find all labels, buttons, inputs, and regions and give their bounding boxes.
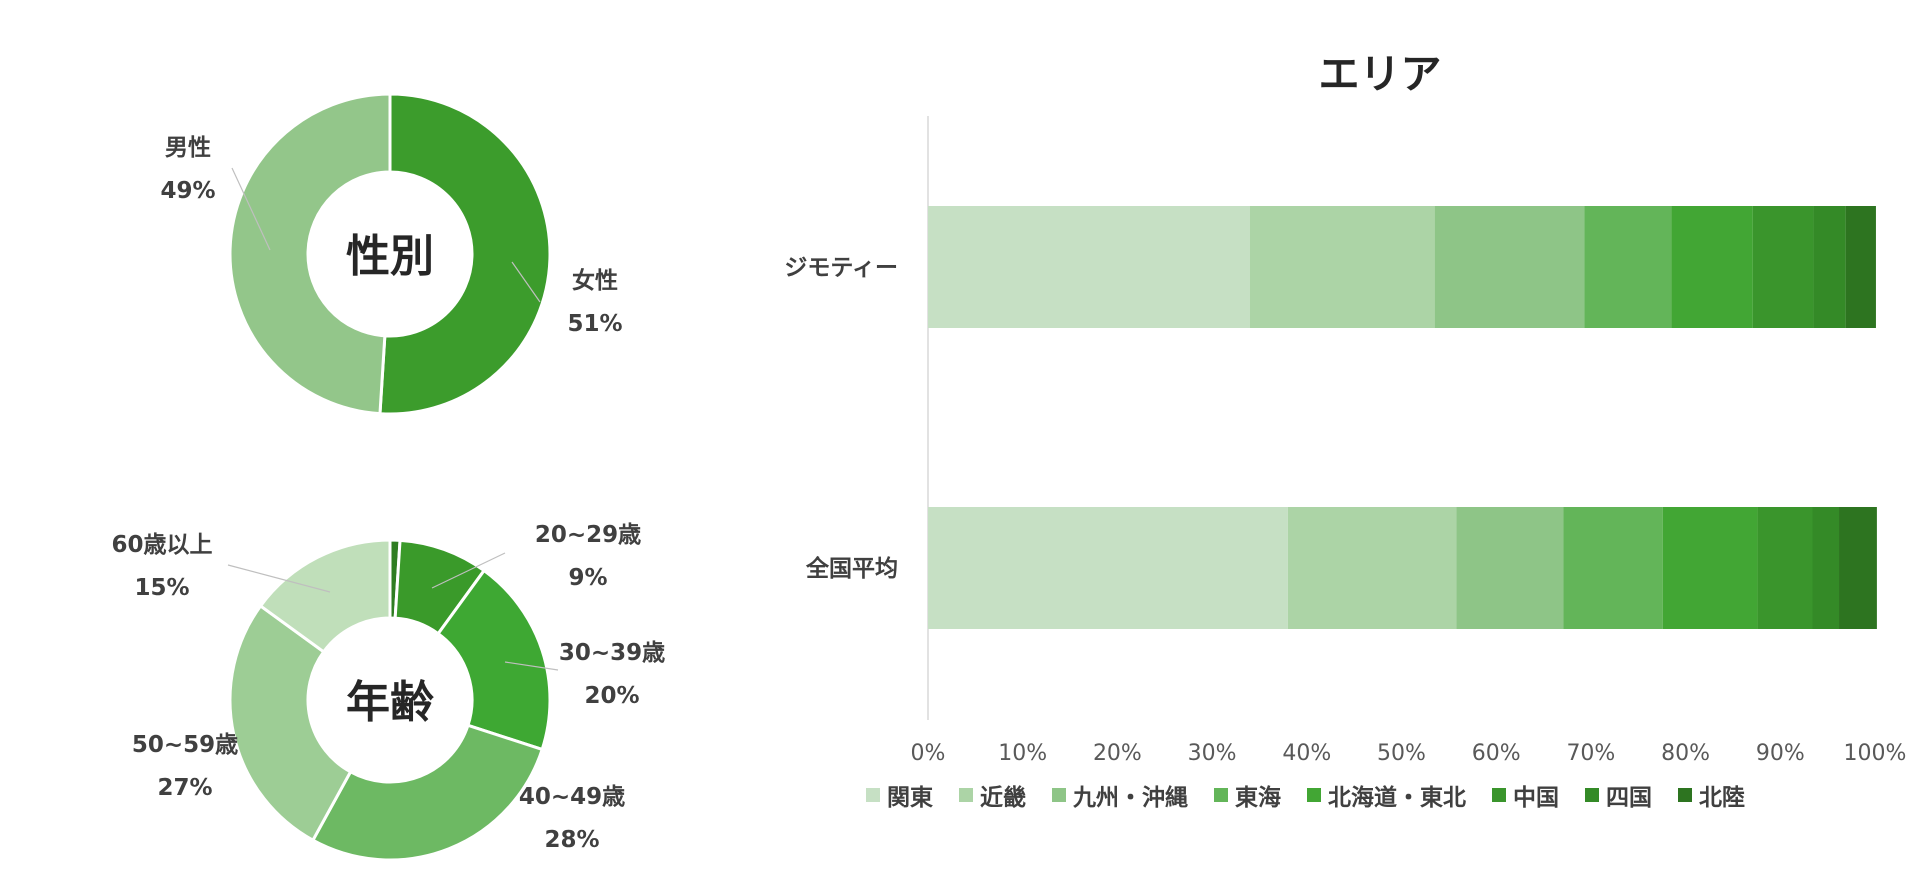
donut2-slice-3	[310, 723, 545, 862]
legend-label: 四国	[1606, 785, 1652, 811]
donut2-label-1: 20~29歳	[535, 522, 641, 548]
bar-0-segment-7	[1845, 206, 1876, 328]
x-tick-label-7: 70%	[1566, 741, 1615, 766]
legend-item: 中国	[1492, 778, 1559, 812]
bar-1-segment-0	[928, 507, 1288, 629]
legend-label: 九州・沖縄	[1073, 785, 1188, 811]
legend-item: 北海道・東北	[1307, 778, 1466, 812]
bar-0-segment-4	[1671, 206, 1753, 328]
bar-1-segment-4	[1662, 507, 1758, 629]
legend-swatch	[1585, 788, 1599, 802]
x-tick-label-9: 90%	[1756, 741, 1805, 766]
legend-label: 関東	[887, 785, 933, 811]
donut1-label-1: 男性	[165, 135, 211, 161]
legend-item: 東海	[1214, 778, 1281, 812]
legend-swatch	[1678, 788, 1692, 802]
donut1-slice-1	[228, 92, 392, 416]
legend-label: 北陸	[1699, 785, 1745, 811]
donut2-slice-2	[436, 568, 552, 752]
bar-1-segment-7	[1839, 507, 1877, 629]
bar-0-segment-0	[928, 206, 1250, 328]
donut2-slice-5	[258, 538, 392, 654]
legend-label: 北海道・東北	[1328, 785, 1466, 811]
legend-item: 北陸	[1678, 778, 1745, 812]
donut2-label-3: 40~49歳	[519, 784, 625, 810]
bar-1-segment-3	[1563, 507, 1663, 629]
x-tick-label-6: 60%	[1472, 741, 1521, 766]
x-tick-label-0: 0%	[911, 741, 946, 766]
legend-item: 四国	[1585, 778, 1652, 812]
donut1-leader-0	[511, 261, 541, 303]
donut2-leader-2	[504, 661, 559, 671]
x-tick-label-10: 100%	[1844, 741, 1907, 766]
bar-0-segment-1	[1249, 206, 1435, 328]
legend-label: 東海	[1235, 785, 1281, 811]
x-tick-label-5: 50%	[1377, 741, 1426, 766]
bar-1-segment-1	[1287, 507, 1457, 629]
donut2-leader-1	[431, 552, 506, 589]
donut2-label-4: 50~59歳	[132, 732, 238, 758]
donut1-label-0: 女性	[572, 267, 618, 294]
x-tick-label-2: 20%	[1093, 741, 1142, 766]
donut2-slice-4	[228, 603, 353, 843]
area-chart-title: エリア	[1318, 50, 1442, 98]
legend-label: 中国	[1513, 785, 1559, 811]
donut2-label-5: 60歳以上	[111, 532, 212, 558]
donut2-pct-3: 28%	[544, 827, 599, 853]
donut2-pct-2: 20%	[584, 683, 639, 709]
area-legend: 関東 近畿 九州・沖縄 東海 北海道・東北 中国 四国 北陸	[866, 778, 1745, 812]
donut1-slice-0	[378, 92, 552, 416]
legend-item: 近畿	[959, 778, 1026, 812]
bar-0-segment-3	[1584, 206, 1672, 328]
legend-swatch	[1052, 788, 1066, 802]
x-tick-label-1: 10%	[998, 741, 1047, 766]
legend-swatch	[1214, 788, 1228, 802]
bar-1-segment-5	[1757, 507, 1813, 629]
legend-swatch	[1307, 788, 1321, 802]
donut1-leader-1	[231, 167, 271, 251]
bar-0-segment-6	[1813, 206, 1846, 328]
legend-label: 近畿	[980, 785, 1026, 811]
legend-item: 九州・沖縄	[1052, 778, 1188, 812]
x-tick-label-8: 80%	[1661, 741, 1710, 766]
donut1-pct-1: 49%	[160, 178, 215, 204]
donut2-center-label: 年齢	[346, 677, 434, 728]
x-tick-label-4: 40%	[1282, 741, 1331, 766]
legend-swatch	[959, 788, 973, 802]
donut2-label-2: 30~39歳	[559, 640, 665, 666]
legend-swatch	[866, 788, 880, 802]
donut1-center-label: 性別	[346, 231, 434, 282]
legend-swatch	[1492, 788, 1506, 802]
legend-item: 関東	[866, 778, 933, 812]
donut1-pct-0: 51%	[567, 311, 622, 337]
donut2-leader-5	[227, 564, 331, 593]
bar-category-label-0: ジモティー	[784, 255, 898, 281]
donut2-pct-5: 15%	[134, 575, 189, 601]
bar-category-label-1: 全国平均	[805, 555, 898, 582]
x-tick-label-3: 30%	[1188, 741, 1237, 766]
bar-1-segment-2	[1456, 507, 1564, 629]
bar-1-segment-6	[1812, 507, 1840, 629]
donut2-pct-4: 27%	[157, 775, 212, 801]
bar-0-segment-5	[1752, 206, 1814, 328]
donut2-pct-1: 9%	[568, 565, 607, 591]
bar-0-segment-2	[1434, 206, 1585, 328]
